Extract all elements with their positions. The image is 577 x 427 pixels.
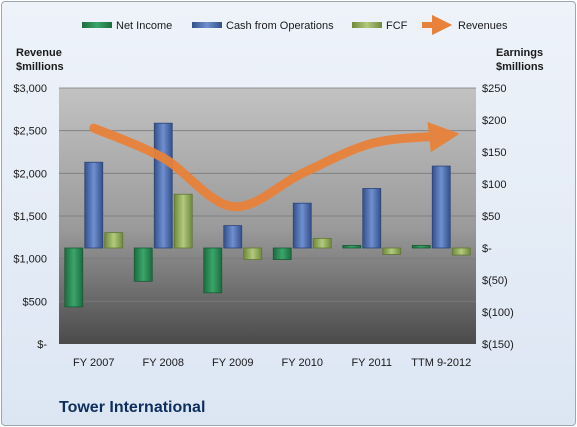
x-tick-label: FY 2008: [143, 357, 184, 369]
revenue-line-layer: [89, 121, 460, 212]
left-tick-label: $1,000: [13, 254, 47, 266]
right-axis-title-line1: Earnings: [496, 47, 543, 59]
fcf-bar: [451, 247, 471, 256]
right-tick-label: $-: [482, 243, 492, 255]
legend-label-revenues: Revenues: [458, 20, 508, 32]
legend-label-net-income: Net Income: [116, 20, 172, 32]
net-income-bar: [203, 247, 223, 294]
fcf-bar: [104, 232, 124, 249]
cash-from-operations-bar: [153, 122, 173, 249]
x-tick-label: FY 2009: [212, 357, 253, 369]
net-income-bar: [342, 245, 362, 249]
legend-label-fcf: FCF: [386, 20, 408, 32]
fcf-bar: [382, 247, 402, 255]
net-income-bar: [411, 245, 431, 249]
net-income-bar: [272, 247, 292, 260]
left-axis-title-line1: Revenue: [16, 47, 62, 59]
legend-label-cash-from-operations: Cash from Operations: [226, 20, 334, 32]
fcf-bar: [312, 237, 332, 249]
x-tick-label: FY 2010: [282, 357, 323, 369]
legend-swatch-fcf: [352, 22, 382, 28]
cash-from-operations-bar: [292, 202, 312, 249]
left-tick-label: $-: [37, 339, 47, 351]
left-tick-label: $500: [23, 296, 47, 308]
right-axis-ticks: $(150) $(100) $(50) $- $50 $100 $150 $200 $250: [482, 83, 514, 351]
left-tick-label: $2,500: [13, 126, 47, 138]
fcf-bar: [173, 193, 193, 249]
legend-swatch-cash-from-operations: [192, 22, 222, 28]
legend: Net Income Cash from Operations FCF Reve…: [82, 14, 508, 36]
right-tick-label: $(150): [482, 339, 514, 351]
bar-layer: [64, 122, 471, 308]
net-income-bar: [64, 247, 84, 308]
fcf-bar: [243, 247, 263, 260]
left-tick-label: $2,000: [13, 168, 47, 180]
x-axis-categories: FY 2007 FY 2008 FY 2009 FY 2010 FY 2011 TTM 9…: [73, 357, 471, 369]
right-tick-label: $50: [482, 211, 500, 223]
x-tick-label: FY 2007: [73, 357, 114, 369]
right-tick-label: $250: [482, 83, 506, 95]
gridlines: [59, 87, 476, 302]
cash-from-operations-bar: [223, 225, 243, 249]
right-tick-label: $150: [482, 147, 506, 159]
net-income-bar: [133, 247, 153, 282]
cash-from-operations-bar: [362, 188, 382, 249]
right-tick-label: $(50): [482, 275, 508, 287]
chart-title: Tower International: [59, 399, 206, 416]
right-axis-title-line2: $millions: [496, 61, 544, 73]
cash-from-operations-bar: [84, 161, 104, 249]
cash-from-operations-bar: [431, 165, 451, 249]
right-tick-label: $200: [482, 115, 506, 127]
left-axis-title-line2: $millions: [16, 61, 64, 73]
left-tick-label: $3,000: [13, 83, 47, 95]
left-tick-label: $1,500: [13, 211, 47, 223]
left-axis-ticks: $- $500 $1,000 $1,500 $2,000 $2,500 $3,000: [13, 83, 47, 351]
right-tick-label: $(100): [482, 307, 514, 319]
legend-swatch-net-income: [82, 22, 112, 28]
x-tick-label: TTM 9-2012: [411, 357, 471, 369]
x-tick-label: FY 2011: [351, 357, 392, 369]
right-tick-label: $100: [482, 179, 506, 191]
revenues-line: [89, 121, 460, 212]
